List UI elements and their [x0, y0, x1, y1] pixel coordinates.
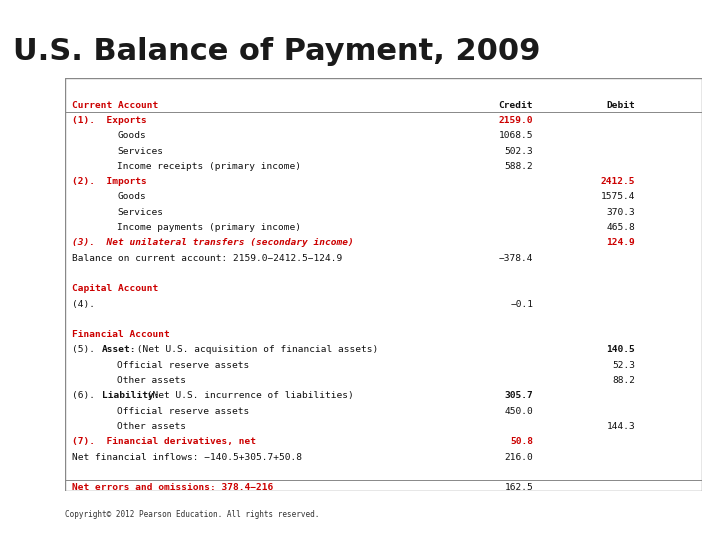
Text: Services: Services	[117, 208, 163, 217]
Text: (2).  Imports: (2). Imports	[73, 177, 147, 186]
Text: 2412.5: 2412.5	[600, 177, 635, 186]
FancyBboxPatch shape	[65, 78, 702, 491]
Text: Liability:: Liability:	[102, 392, 159, 400]
Text: Goods: Goods	[117, 192, 146, 201]
Text: 2159.0: 2159.0	[499, 116, 533, 125]
Text: −378.4: −378.4	[499, 254, 533, 262]
Text: Services: Services	[117, 146, 163, 156]
Text: (3).  Net unilateral transfers (secondary income): (3). Net unilateral transfers (secondary…	[73, 238, 354, 247]
Text: 52.3: 52.3	[612, 361, 635, 370]
Text: (Net U.S. incurrence of liabilities): (Net U.S. incurrence of liabilities)	[141, 392, 354, 400]
Text: 162.5: 162.5	[505, 483, 533, 492]
Text: 305.7: 305.7	[505, 392, 533, 400]
Text: U.S. Balance of Payment, 2009: U.S. Balance of Payment, 2009	[13, 37, 541, 66]
Text: Official reserve assets: Official reserve assets	[117, 407, 249, 416]
Text: Balance on current account: 2159.0−2412.5−124.9: Balance on current account: 2159.0−2412.…	[73, 254, 343, 262]
Text: Copyright© 2012 Pearson Education. All rights reserved.: Copyright© 2012 Pearson Education. All r…	[65, 510, 319, 519]
Text: (7).  Financial derivatives, net: (7). Financial derivatives, net	[73, 437, 256, 446]
Text: (Net U.S. acquisition of financial assets): (Net U.S. acquisition of financial asset…	[131, 346, 378, 354]
Text: 1068.5: 1068.5	[499, 131, 533, 140]
Text: (1).  Exports: (1). Exports	[73, 116, 147, 125]
Text: Capital Account: Capital Account	[73, 284, 158, 293]
Text: 370.3: 370.3	[606, 208, 635, 217]
Text: Income receipts (primary income): Income receipts (primary income)	[117, 162, 301, 171]
Text: Net financial inflows: −140.5+305.7+50.8: Net financial inflows: −140.5+305.7+50.8	[73, 453, 302, 462]
Text: 465.8: 465.8	[606, 223, 635, 232]
Text: Other assets: Other assets	[117, 422, 186, 431]
Text: 216.0: 216.0	[505, 453, 533, 462]
Text: 140.5: 140.5	[606, 346, 635, 354]
Text: 1575.4: 1575.4	[600, 192, 635, 201]
Text: 588.2: 588.2	[505, 162, 533, 171]
Text: Financial Account: Financial Account	[73, 330, 170, 339]
Text: Credit: Credit	[499, 100, 533, 110]
Text: 88.2: 88.2	[612, 376, 635, 385]
Text: 144.3: 144.3	[606, 422, 635, 431]
Text: Goods: Goods	[117, 131, 146, 140]
Text: Debit: Debit	[606, 100, 635, 110]
Text: 50.8: 50.8	[510, 437, 533, 446]
Text: Asset:: Asset:	[102, 346, 136, 354]
Text: −0.1: −0.1	[510, 300, 533, 308]
Text: (5).: (5).	[73, 346, 107, 354]
Text: Other assets: Other assets	[117, 376, 186, 385]
Text: Official reserve assets: Official reserve assets	[117, 361, 249, 370]
Text: Net errors and omissions: 378.4−216: Net errors and omissions: 378.4−216	[73, 483, 274, 492]
Text: 124.9: 124.9	[606, 238, 635, 247]
Text: 502.3: 502.3	[505, 146, 533, 156]
Text: Current Account: Current Account	[73, 100, 158, 110]
Text: 13-38: 13-38	[616, 510, 673, 528]
Text: (6).: (6).	[73, 392, 107, 400]
Text: (4).: (4).	[73, 300, 96, 308]
Text: 450.0: 450.0	[505, 407, 533, 416]
Text: Income payments (primary income): Income payments (primary income)	[117, 223, 301, 232]
